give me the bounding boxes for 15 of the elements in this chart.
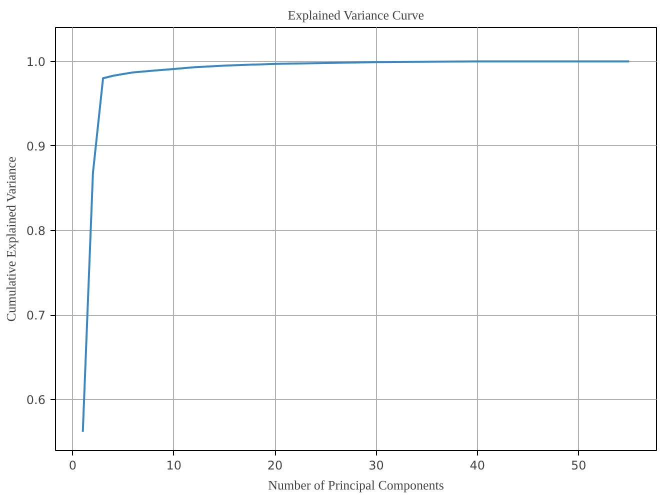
x-tick-label: 10 [166, 458, 182, 472]
y-tick-label: 0.9 [26, 139, 46, 154]
y-tick-label: 0.6 [26, 393, 46, 408]
x-tick-label: 20 [267, 458, 283, 472]
x-axis-title: Number of Principal Components [268, 478, 444, 492]
y-tick-label: 1.0 [26, 54, 46, 69]
x-tick-label: 0 [68, 458, 77, 472]
x-tick-label: 40 [470, 458, 486, 472]
x-tick-label: 50 [570, 458, 586, 472]
y-tick-label: 0.8 [26, 224, 46, 238]
y-tick-label: 0.7 [26, 308, 46, 323]
x-tick-label: 30 [368, 458, 384, 472]
chart-title: Explained Variance Curve [288, 8, 424, 22]
y-axis-title: Cumulative Explained Variance [3, 156, 18, 322]
line-series [82, 60, 630, 433]
